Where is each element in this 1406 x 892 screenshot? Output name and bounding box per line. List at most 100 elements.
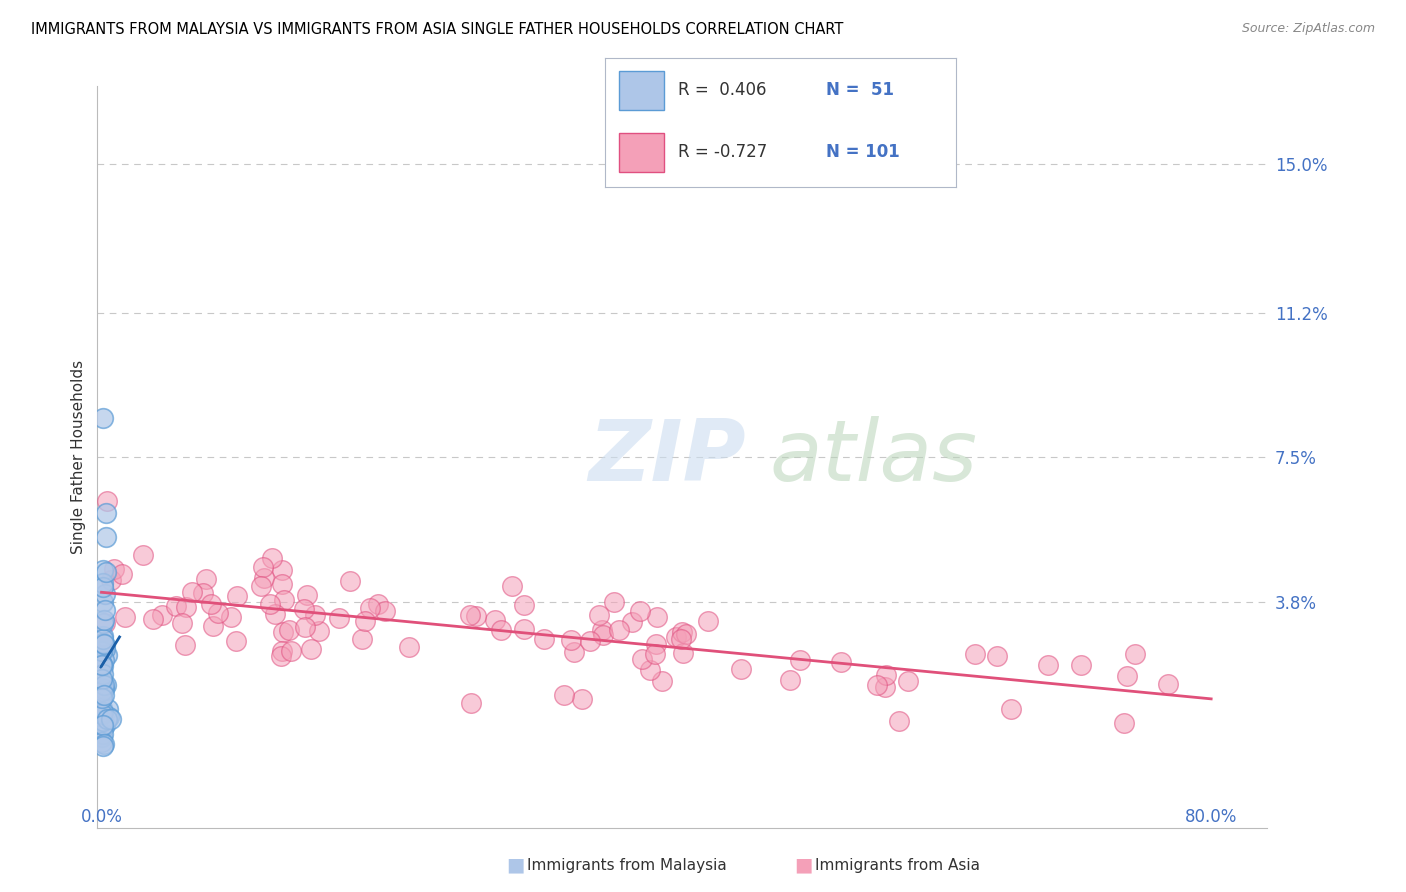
Point	[103, 562, 125, 576]
Point	[93, 586, 115, 600]
Point	[93, 688, 115, 702]
Point	[1036, 658, 1059, 673]
Point	[91, 659, 114, 673]
Point	[200, 597, 222, 611]
Point	[91, 667, 114, 681]
Point	[1112, 716, 1135, 731]
Point	[114, 609, 136, 624]
Point	[165, 599, 187, 614]
Point	[669, 632, 692, 646]
Point	[201, 619, 224, 633]
Point	[270, 648, 292, 663]
Point	[100, 712, 122, 726]
Point	[93, 737, 115, 751]
Y-axis label: Single Father Households: Single Father Households	[72, 360, 86, 554]
Point	[789, 653, 811, 667]
Point	[352, 632, 374, 647]
Point	[491, 624, 513, 638]
Point	[225, 633, 247, 648]
Point	[304, 607, 326, 622]
Point	[1116, 669, 1139, 683]
Point	[91, 632, 114, 646]
Point	[533, 632, 555, 647]
Point	[866, 678, 889, 692]
Point	[93, 613, 115, 627]
Point	[94, 616, 117, 631]
Point	[273, 593, 295, 607]
Point	[94, 718, 117, 732]
Point	[873, 680, 896, 694]
Point	[94, 565, 117, 579]
Point	[644, 637, 666, 651]
Point	[91, 594, 114, 608]
Point	[91, 705, 114, 719]
Point	[91, 657, 114, 671]
Point	[91, 718, 114, 732]
Text: N = 101: N = 101	[827, 144, 900, 161]
Point	[273, 625, 295, 640]
Point	[620, 615, 643, 629]
Point	[730, 662, 752, 676]
Point	[91, 576, 114, 591]
Point	[150, 607, 173, 622]
Point	[96, 678, 118, 692]
Point	[91, 721, 114, 735]
Point	[292, 602, 315, 616]
Point	[91, 629, 114, 643]
Point	[359, 601, 381, 615]
Point	[226, 589, 249, 603]
Point	[875, 668, 897, 682]
Point	[252, 560, 274, 574]
Point	[90, 707, 112, 722]
Point	[645, 609, 668, 624]
Point	[280, 643, 302, 657]
Point	[270, 563, 292, 577]
Point	[513, 622, 536, 636]
Point	[91, 739, 114, 753]
Text: 80.0%: 80.0%	[1185, 808, 1237, 826]
Point	[91, 636, 114, 650]
Point	[339, 574, 361, 588]
Point	[579, 633, 602, 648]
Point	[91, 726, 114, 740]
Point	[650, 674, 672, 689]
Point	[630, 652, 652, 666]
Point	[97, 710, 120, 724]
Point	[512, 598, 534, 612]
Point	[93, 637, 115, 651]
Point	[96, 648, 118, 662]
Text: ■: ■	[506, 855, 524, 875]
Point	[1070, 657, 1092, 672]
Point	[484, 613, 506, 627]
Point	[91, 731, 114, 745]
Point	[603, 595, 626, 609]
Point	[301, 642, 323, 657]
Point	[219, 609, 242, 624]
Text: Immigrants from Malaysia: Immigrants from Malaysia	[527, 858, 727, 872]
Point	[207, 606, 229, 620]
Point	[460, 696, 482, 710]
Text: ZIP: ZIP	[589, 416, 747, 499]
Point	[458, 607, 481, 622]
Text: 0.0%: 0.0%	[80, 808, 122, 826]
Point	[93, 682, 115, 697]
Point	[91, 658, 114, 673]
Text: ■: ■	[794, 855, 813, 875]
Point	[96, 506, 118, 520]
Point	[308, 624, 330, 639]
Point	[94, 641, 117, 656]
Point	[464, 609, 486, 624]
Point	[1000, 702, 1022, 716]
Point	[174, 638, 197, 652]
Point	[295, 588, 318, 602]
Point	[571, 691, 593, 706]
Point	[132, 548, 155, 562]
Point	[588, 608, 610, 623]
Text: R =  0.406: R = 0.406	[678, 81, 766, 99]
Point	[328, 610, 350, 624]
Point	[294, 620, 316, 634]
Point	[262, 551, 284, 566]
Point	[91, 714, 114, 728]
Point	[93, 640, 115, 655]
Text: atlas: atlas	[769, 416, 977, 499]
